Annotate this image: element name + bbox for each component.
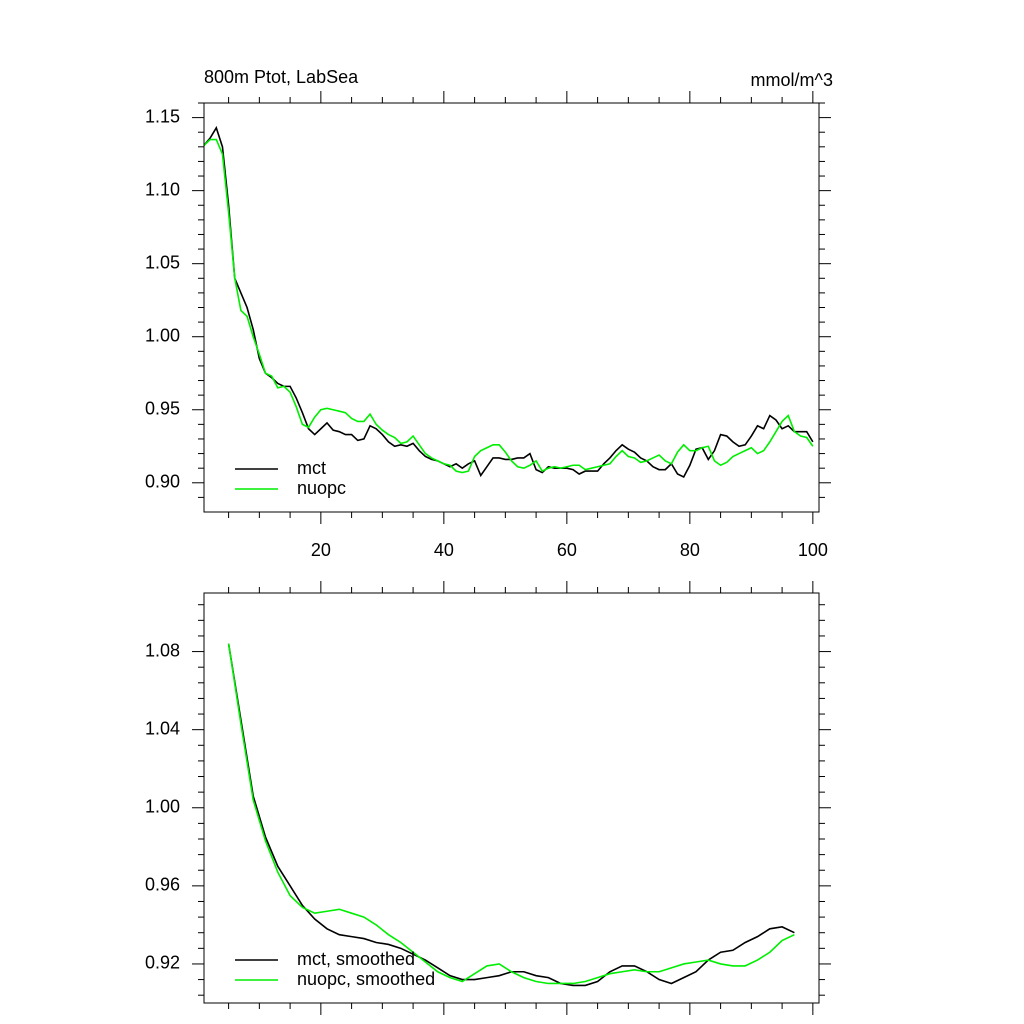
y-tick-label: 0.92 [145, 953, 180, 973]
y-tick-label: 1.15 [145, 106, 180, 126]
x-tick-label: 80 [680, 540, 700, 560]
series-line [204, 138, 814, 474]
y-tick-label: 1.00 [145, 797, 180, 817]
x-tick-label: 20 [311, 540, 331, 560]
legend-label: mct, smoothed [297, 949, 415, 969]
x-tick-label: 60 [557, 540, 577, 560]
y-tick-label: 1.00 [145, 325, 180, 345]
units-label: mmol/m^3 [751, 70, 833, 90]
y-tick-label: 1.04 [145, 718, 180, 738]
y-tick-label: 1.10 [145, 179, 180, 199]
y-tick-label: 0.90 [145, 472, 180, 492]
legend-label: mct [297, 458, 326, 478]
series-line [227, 643, 795, 985]
y-tick-label: 0.95 [145, 399, 180, 419]
plot-frame [203, 592, 820, 1004]
x-tick-label: 100 [798, 540, 828, 560]
legend-label: nuopc, smoothed [297, 969, 435, 989]
series-line [204, 125, 814, 478]
plot-frame [203, 102, 820, 513]
series-line [227, 643, 795, 987]
y-tick-label: 1.05 [145, 252, 180, 272]
panel: 0.90 0.95 1.00 1.05 1.10 1.15 20 40 60 80 100 800m … [145, 67, 833, 560]
panel: 0.92 0.96 1.00 1.04 1.08 mct, smoothednuopc, … [145, 581, 831, 1015]
x-tick-label: 40 [434, 540, 454, 560]
chart-title: 800m Ptot, LabSea [204, 67, 359, 87]
legend-label: nuopc [297, 478, 346, 498]
y-tick-label: 1.08 [145, 640, 180, 660]
y-tick-label: 0.96 [145, 875, 180, 895]
